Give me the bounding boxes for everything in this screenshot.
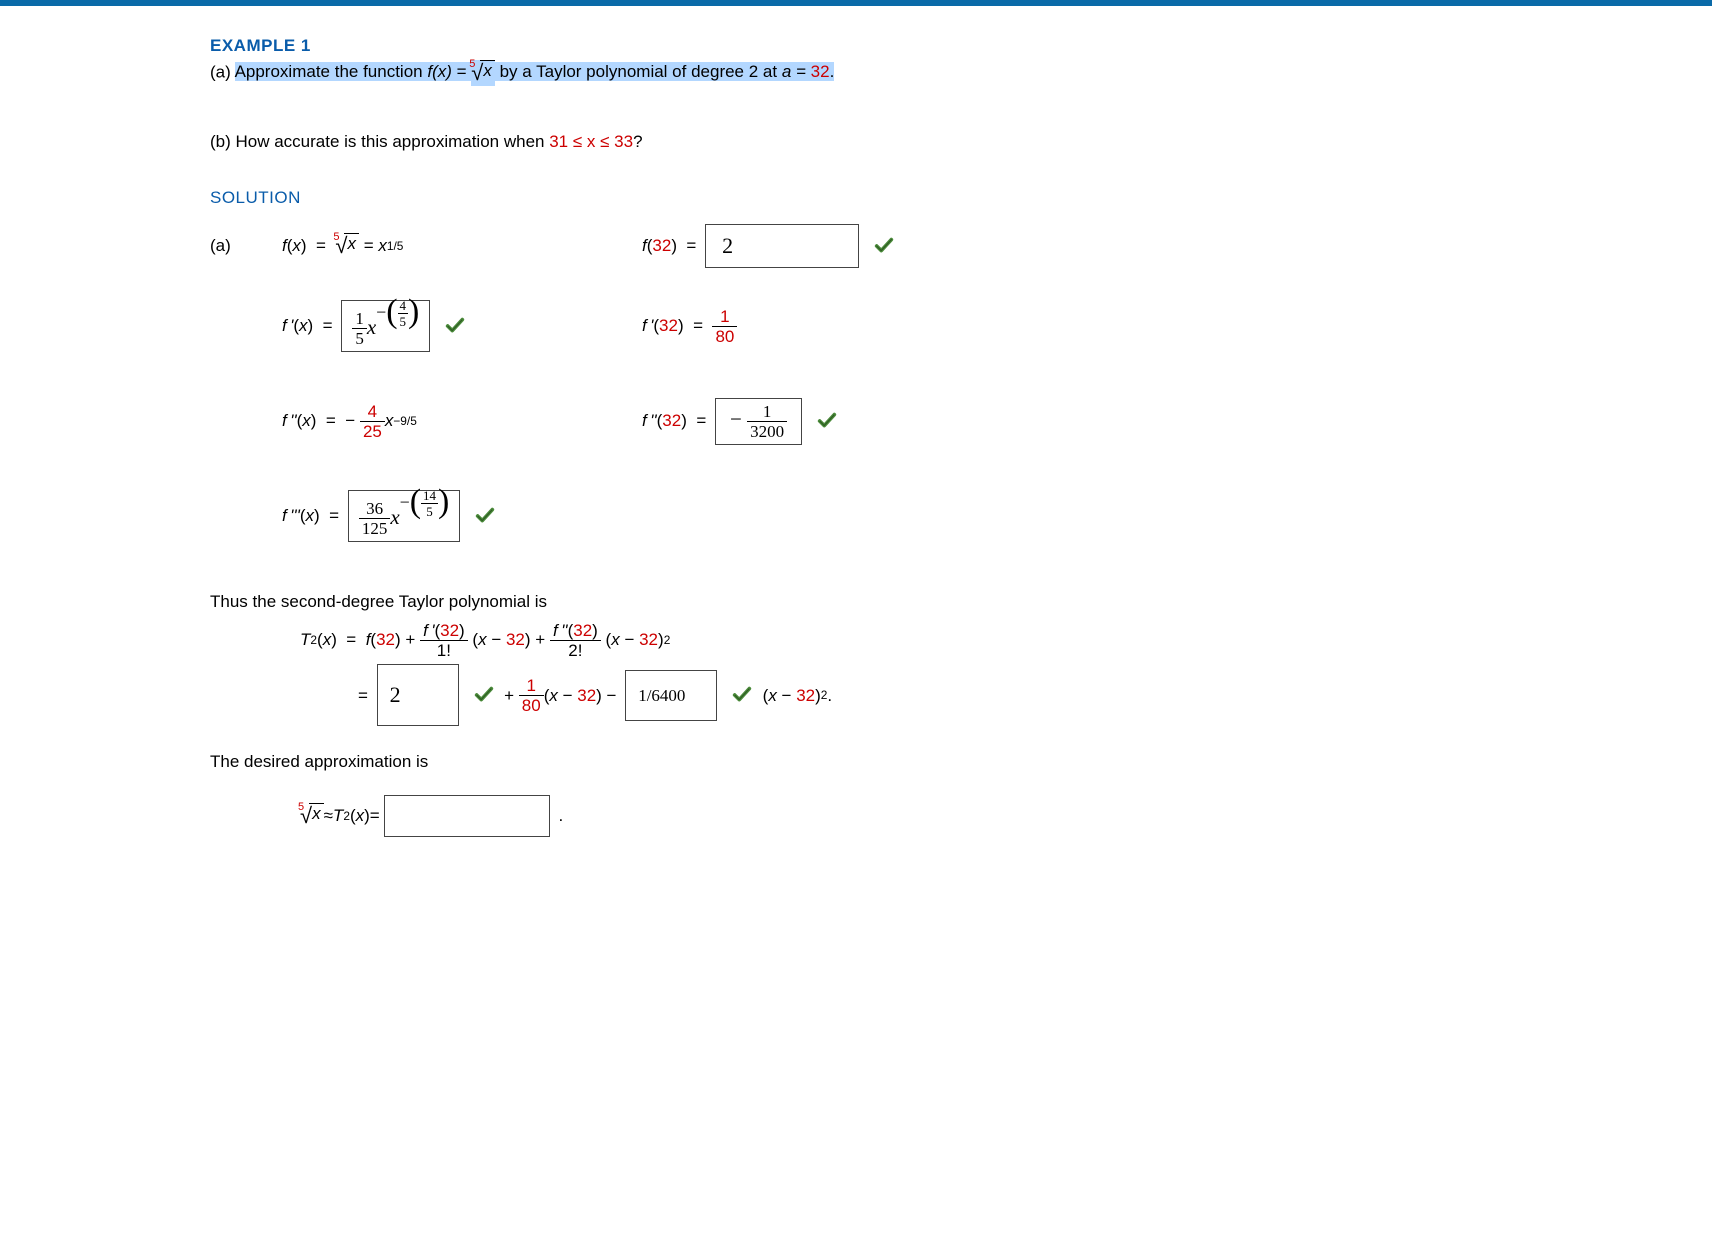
thus-text: Thus the second-degree Taylor polynomial… <box>210 592 1260 612</box>
check-icon <box>474 505 496 527</box>
fppp-row-left: f '''(x) = 36125x −(145) <box>282 466 642 566</box>
fpp-coef: 425 <box>360 403 385 440</box>
f32-answer-input[interactable]: 2 <box>705 224 859 268</box>
x-range: 31 ≤ x ≤ 33 <box>549 132 633 151</box>
a-equals: a = <box>782 62 811 81</box>
part-a-highlight-2: by a Taylor polynomial of degree 2 at a … <box>495 62 834 81</box>
check-icon <box>444 315 466 337</box>
fpp32-answer-input[interactable]: − 13200 <box>715 398 802 445</box>
fpp-row-right: f ''(32) = − 13200 <box>642 391 1062 451</box>
fpp-row-left: f ''(x) = − 425x−9/5 <box>282 376 642 466</box>
fprime-row-right: f '(32) = 180 <box>642 296 1062 356</box>
fifth-root-x-2: 5 √x <box>300 803 324 829</box>
derivative-table: (a) f(x) = 5 √x = x1/5 f(32) = 2 <box>210 216 1062 566</box>
part-a-label: (a) <box>210 236 231 255</box>
part-b-prompt: (b) How accurate is this approximation w… <box>210 132 1260 152</box>
check-icon <box>473 684 495 706</box>
solution-heading: SOLUTION <box>210 188 1260 208</box>
f-row-right: f(32) = 2 <box>642 216 1062 276</box>
fppp-answer-input[interactable]: 36125x −(145) <box>348 490 461 543</box>
fprime-32-value: 180 <box>712 308 737 345</box>
fifth-root-expr: 5 √x <box>471 60 495 86</box>
t2-ans1-input[interactable]: 2 <box>377 664 459 726</box>
approx-line: 5 √x ≈ T2(x) = . <box>300 786 1260 846</box>
check-icon <box>816 410 838 432</box>
desired-text: The desired approximation is <box>210 752 1260 772</box>
part-a-prompt: (a) Approximate the function f(x) = 5 √x… <box>210 60 1260 86</box>
t2-line1: T2(x) = f(32) + f '(32) 1! (x − 32) + f … <box>300 616 1260 664</box>
fpp-over-2fact: f ''(32) 2! <box>550 622 601 659</box>
part-b-prefix: (b) <box>210 132 236 151</box>
check-icon <box>873 235 895 257</box>
page-content: EXAMPLE 1 (a) Approximate the function f… <box>0 6 1260 906</box>
final-answer-input[interactable] <box>384 795 550 837</box>
fifth-root-x: 5 √x <box>335 233 359 259</box>
exponent-one-fifth: 1/5 <box>387 239 404 253</box>
a-value: 32 <box>811 62 830 81</box>
part-a-highlight-1: Approximate the function f(x) = <box>235 62 472 81</box>
one-eightieth: 180 <box>519 677 544 714</box>
t2-ans2-input[interactable]: 1/6400 <box>625 670 717 721</box>
fx-symbol: f(x) <box>427 62 452 81</box>
root-index: 5 <box>469 58 475 70</box>
fpp-exp: −9/5 <box>393 414 416 428</box>
f-row-left: f(x) = 5 √x = x1/5 <box>282 216 642 276</box>
fp-over-1fact: f '(32) 1! <box>420 622 468 659</box>
fprime-answer-input[interactable]: 15x −(45) <box>341 300 430 353</box>
root-argument: x <box>480 60 495 81</box>
example-heading: EXAMPLE 1 <box>210 36 1260 56</box>
t2-expression: T2(x) = f(32) + f '(32) 1! (x − 32) + f … <box>300 616 1260 726</box>
check-icon <box>731 684 753 706</box>
t2-line2: = 2 + 180 (x − 32) − 1/6400 (x − 32)2. <box>300 664 1260 726</box>
fprime-row-left: f '(x) = 15x −(45) <box>282 276 642 376</box>
part-a-prefix: (a) <box>210 62 235 81</box>
